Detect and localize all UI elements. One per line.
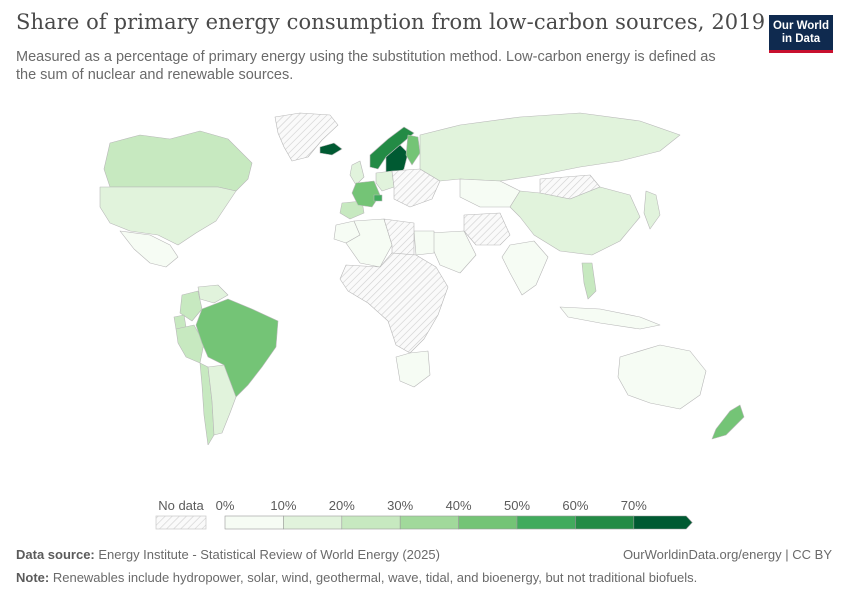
region-vietnam[interactable] (581, 262, 597, 300)
region-germany[interactable] (375, 170, 395, 192)
owid-logo[interactable]: Our World in Data (769, 15, 833, 53)
legend-bin[interactable] (516, 515, 576, 530)
region-indonesia[interactable] (559, 306, 661, 330)
legend-bin[interactable] (341, 515, 401, 530)
legend-tick-label: 70% (621, 498, 647, 513)
region-united-kingdom[interactable] (349, 160, 365, 186)
region-france[interactable] (351, 180, 381, 208)
source-label: Data source: (16, 547, 95, 562)
region-central-africa[interactable] (339, 252, 449, 354)
region-switzerland[interactable] (373, 194, 383, 202)
legend-tick-label: 60% (562, 498, 588, 513)
data-source: Data source: Energy Institute - Statisti… (16, 547, 440, 562)
region-south-africa[interactable] (395, 350, 431, 388)
legend-bin-open-ended[interactable] (633, 515, 693, 530)
region-china[interactable] (509, 186, 641, 256)
color-legend: No data 0% 10% 20% 30% 40% 50% 60% 70% (155, 498, 693, 530)
legend-tick-label: 10% (270, 498, 296, 513)
chart-title: Share of primary energy consumption from… (16, 10, 766, 34)
legend-tick-label: 20% (329, 498, 355, 513)
credit-link[interactable]: OurWorldinData.org/energy | CC BY (622, 547, 832, 562)
region-venezuela[interactable] (197, 284, 229, 304)
region-new-zealand[interactable] (711, 404, 745, 440)
region-japan[interactable] (643, 190, 661, 230)
legend-bin[interactable] (283, 515, 343, 530)
legend-tick-label: 30% (387, 498, 413, 513)
region-australia[interactable] (617, 344, 707, 410)
region-russia[interactable] (419, 112, 681, 182)
legend-bin[interactable] (458, 515, 518, 530)
legend-tick-label: 40% (446, 498, 472, 513)
legend-no-data-label: No data (158, 498, 204, 513)
note-label: Note: (16, 570, 50, 585)
region-united-states[interactable] (99, 186, 237, 246)
region-colombia[interactable] (179, 290, 203, 322)
region-mexico[interactable] (119, 230, 179, 268)
legend-bin[interactable] (399, 515, 459, 530)
legend-bin[interactable] (224, 515, 284, 530)
footnote: Note: Renewables include hydropower, sol… (16, 570, 697, 585)
region-iceland[interactable] (319, 142, 343, 156)
region-finland[interactable] (405, 134, 421, 166)
region-iran-region[interactable] (463, 212, 511, 246)
source-text[interactable]: Energy Institute - Statistical Review of… (98, 547, 440, 562)
region-brazil[interactable] (195, 298, 279, 398)
note-text: Renewables include hydropower, solar, wi… (52, 570, 698, 585)
region-india[interactable] (501, 240, 549, 296)
region-egypt[interactable] (413, 230, 435, 256)
region-canada[interactable] (103, 130, 253, 192)
legend-tick-label: 50% (504, 498, 530, 513)
legend-no-data-swatch (155, 515, 207, 530)
logo-line-1: Our World (772, 20, 829, 32)
legend-bin[interactable] (575, 515, 635, 530)
world-map (99, 112, 745, 445)
region-argentina[interactable] (207, 364, 237, 436)
region-kazakhstan[interactable] (459, 178, 521, 208)
logo-line-2: in Data (781, 33, 821, 45)
region-greenland[interactable] (274, 112, 339, 162)
legend-tick-label: 0% (216, 498, 235, 513)
chart-subtitle: Measured as a percentage of primary ener… (16, 49, 716, 83)
